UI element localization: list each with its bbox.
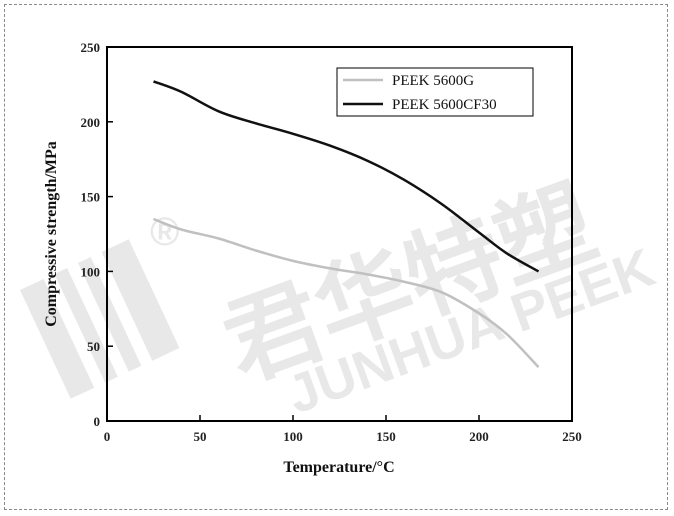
legend: PEEK 5600G PEEK 5600CF30	[336, 67, 534, 117]
y-tick-label-1: 50	[87, 339, 100, 354]
y-ticks	[107, 46, 113, 422]
series-line-peek-5600g	[153, 217, 540, 368]
x-tick-label-3: 150	[376, 429, 396, 444]
legend-box	[336, 67, 534, 117]
chart-frame	[4, 4, 668, 510]
watermark-logo	[20, 239, 180, 399]
x-axis-title: Temperature/°C	[283, 459, 394, 476]
x-tick-label-0: 0	[104, 429, 111, 444]
x-tick-label-5: 250	[562, 429, 582, 444]
plot-area	[106, 46, 573, 422]
y-tick-label-4: 200	[81, 115, 101, 130]
y-tick-label-5: 250	[81, 40, 101, 55]
x-tick-label-2: 100	[283, 429, 303, 444]
legend-label-peek-5600g: PEEK 5600G	[392, 73, 474, 89]
watermark-registered: ®	[150, 210, 179, 254]
x-tick-labels: 0 50 100 150 200 250	[104, 429, 582, 444]
y-tick-label-0: 0	[94, 414, 101, 429]
legend-label-peek-5600cf30: PEEK 5600CF30	[392, 97, 497, 113]
y-tick-label-2: 100	[81, 264, 101, 279]
x-ticks	[106, 415, 573, 421]
x-tick-label-4: 200	[469, 429, 489, 444]
y-tick-label-3: 150	[81, 190, 101, 205]
y-axis-title: Compressive strength/MPa	[43, 141, 60, 327]
watermark: ® 君华特塑 JUNHUA PEEK	[20, 168, 662, 425]
y-tick-labels: 0 50 100 150 200 250	[81, 40, 101, 429]
series-line-peek-5600cf30	[153, 80, 540, 273]
x-tick-label-1: 50	[194, 429, 207, 444]
